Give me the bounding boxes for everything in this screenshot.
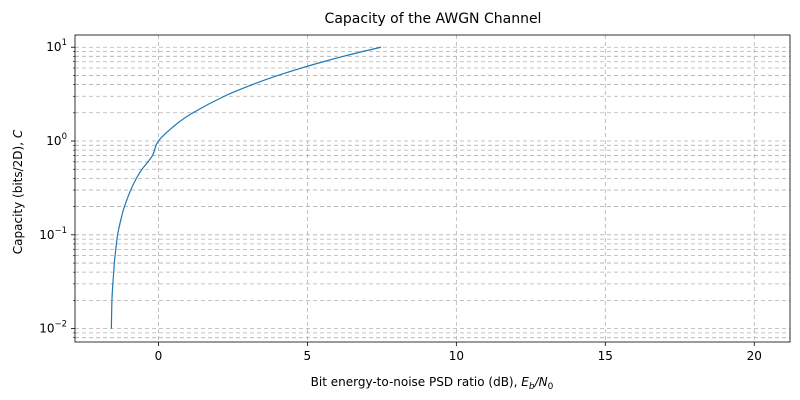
x-tick-label: 5 xyxy=(304,349,312,363)
x-axis-label-text: Bit energy-to-noise PSD ratio (dB), xyxy=(311,375,522,389)
x-axis-label-e-sub: b xyxy=(529,382,535,392)
series-layer xyxy=(110,46,382,329)
y-tick-label: 101 xyxy=(46,38,67,54)
y-tick-label-exponent: 1 xyxy=(62,38,67,48)
x-tick-label: 0 xyxy=(155,349,163,363)
y-axis-label-c: C xyxy=(11,129,25,138)
y-tick-label-base: 10 xyxy=(39,322,54,336)
y-tick-label: 100 xyxy=(46,132,67,148)
x-axis-label-n: N xyxy=(539,375,548,389)
x-tick-label: 15 xyxy=(598,349,613,363)
x-axis-label: Bit energy-to-noise PSD ratio (dB), Eb/N… xyxy=(311,375,554,392)
x-tick-label: 10 xyxy=(449,349,464,363)
y-tick-label: 10−1 xyxy=(39,226,67,242)
x-axis-label-e: E xyxy=(521,375,529,389)
y-tick-label-exponent: −1 xyxy=(54,226,67,236)
y-tick-label-base: 10 xyxy=(39,228,54,242)
y-tick-label-base: 10 xyxy=(46,134,61,148)
series-line xyxy=(110,46,382,329)
y-axis-label-text: Capacity (bits/2D), xyxy=(11,138,25,254)
chart-title: Capacity of the AWGN Channel xyxy=(325,11,542,27)
x-axis-label-slash: / xyxy=(534,375,541,389)
x-tick-label: 20 xyxy=(747,349,762,363)
y-axis-label: Capacity (bits/2D), C xyxy=(11,129,25,254)
y-tick-label-base: 10 xyxy=(46,40,61,54)
y-tick-label-exponent: 0 xyxy=(62,132,67,142)
grid xyxy=(75,35,790,342)
y-tick-label: 10−2 xyxy=(39,320,67,336)
x-axis-label-n-sub: 0 xyxy=(548,382,554,392)
axes-frame xyxy=(74,34,791,343)
y-tick-label-exponent: −2 xyxy=(54,320,67,330)
